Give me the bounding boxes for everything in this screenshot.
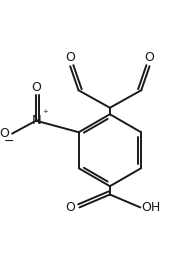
Text: N: N bbox=[32, 114, 42, 127]
Text: O: O bbox=[65, 51, 75, 64]
Text: O: O bbox=[31, 81, 41, 94]
Text: ⁺: ⁺ bbox=[43, 109, 49, 119]
Text: O: O bbox=[145, 51, 155, 64]
Text: −: − bbox=[3, 134, 14, 148]
Text: O: O bbox=[0, 127, 9, 141]
Text: OH: OH bbox=[141, 201, 160, 214]
Text: O: O bbox=[66, 201, 75, 214]
